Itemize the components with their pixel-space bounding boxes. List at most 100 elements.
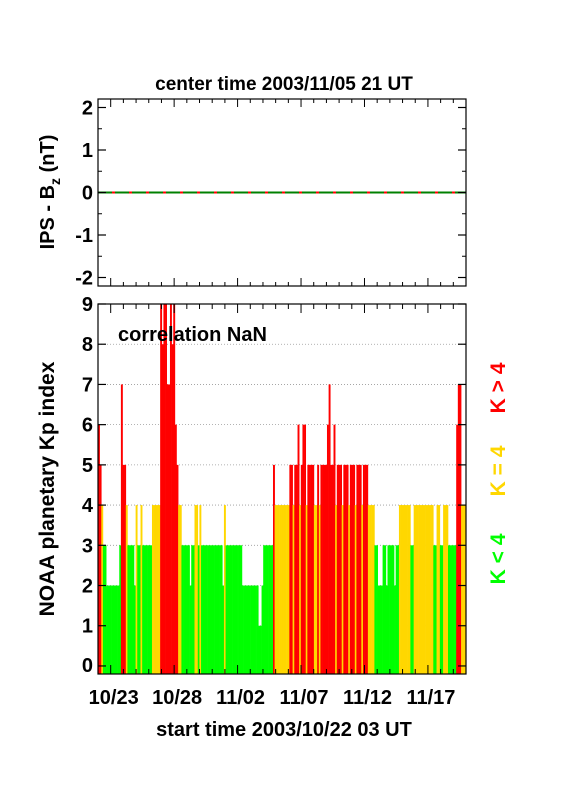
kp-bar [349,464,352,674]
kp-bar [197,545,200,674]
kp-bar [353,464,356,674]
kp-bar [459,384,462,674]
kp-bar [369,505,372,674]
kp-bar [235,545,238,674]
kp-bar [358,464,360,674]
kp-bar [361,505,364,674]
kp-bar [318,505,321,674]
kp-bar [443,505,446,674]
kp-bar [106,585,109,674]
kp-bar [178,505,181,674]
kp-ytick-label: 8 [82,334,93,356]
kp-bar [98,424,100,674]
kp-bar [187,545,190,674]
kp-bar [426,505,429,674]
kp-bar [354,505,357,674]
kp-bar [194,505,197,674]
kp-ytick-label: 7 [82,374,93,396]
kp-bar [245,585,248,674]
kp-bar [307,464,310,674]
kp-bar [400,505,403,674]
kp-bar [246,585,249,674]
kp-bar [308,464,311,674]
kp-bar [215,545,218,674]
kp-bar [428,505,431,674]
kp-bar [420,505,423,674]
kp-yaxis-ticks: 0 1 2 3 4 5 6 7 8 9 [82,294,466,677]
kp-bar [413,505,416,674]
kp-bar [430,505,432,674]
kp-bar [268,545,271,674]
kp-bar [403,505,406,674]
kp-bar [333,424,336,674]
kp-bar [256,585,259,674]
correlation-annotation: correlation NaN [118,324,267,346]
kp-legend-entry: K > 4 [487,362,510,413]
kp-bar [326,424,329,674]
kp-bar [448,545,450,674]
kp-bar [166,384,169,674]
kp-bar [225,545,228,674]
kp-bar [344,464,347,674]
kp-bar [464,505,467,674]
kp-bar [120,384,123,674]
kp-bar [325,464,328,674]
kp-bar [449,545,452,674]
kp-bar [184,545,187,674]
kp-xaxis-ticks: 10/23 10/28 11/02 11/07 11/12 11/17 [89,304,467,709]
kp-bar [264,545,267,674]
kp-bar [196,505,199,674]
kp-bar [210,545,213,674]
kp-bar [243,585,246,674]
kp-bar [295,464,298,674]
kp-bar [259,625,262,674]
kp-bar [189,585,192,674]
kp-bar [147,545,150,674]
kp-bar [122,464,125,674]
kp-bar [214,545,217,674]
kp-bar [340,464,342,674]
kp-bar [330,464,333,674]
bz-yaxis-ticks: 2 1 0 -1 -2 [75,98,466,290]
kp-xtick-label: 11/07 [280,687,329,709]
kp-bar [119,545,122,674]
kp-bar [446,505,449,674]
kp-xtick-label: 11/02 [216,687,265,709]
kp-bar [402,505,405,674]
kp-xtick-label: 10/23 [89,687,139,709]
kp-ytick-label: 4 [82,495,94,517]
kp-bar [364,464,367,674]
kp-bar [305,505,308,674]
kp-bar [408,505,411,674]
kp-bar [181,545,184,674]
kp-bar [145,545,148,674]
kp-bar [397,545,400,674]
kp-bar [248,585,251,674]
kp-bar [304,424,307,674]
kp-bar [433,545,436,674]
kp-bar [204,545,207,674]
kp-bar [367,505,370,674]
kp-legend-entry: K = 4 [487,445,510,496]
kp-xtick-label: 10/28 [152,687,202,709]
kp-bar [205,545,208,674]
bz-ytick-label: 0 [82,183,93,205]
kp-legend-entry: K < 4 [487,533,510,584]
kp-bar [223,505,226,674]
kp-bar [220,545,223,674]
kp-bar [282,505,285,674]
kp-bar [156,505,159,674]
kp-bar [317,464,320,674]
kp-bar [415,505,418,674]
bz-ylabel-unit: (nT) [37,135,59,178]
kp-ytick-label: 6 [82,415,93,437]
kp-bar [107,585,110,674]
kp-bar [395,545,398,674]
kp-bar [348,505,351,674]
kp-bar [434,545,437,674]
kp-bar [217,545,220,674]
kp-bar [452,545,455,674]
kp-bar [297,424,300,674]
kp-bar [125,505,128,674]
kp-bar [431,505,434,674]
